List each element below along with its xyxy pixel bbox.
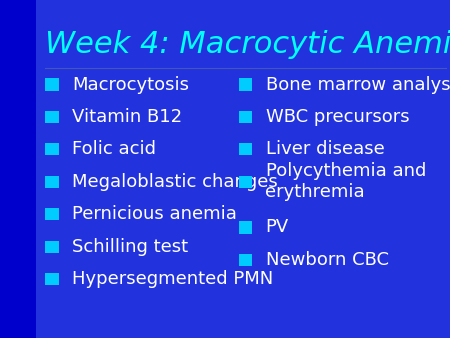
Text: PV: PV	[266, 218, 289, 237]
Bar	[238, 78, 252, 91]
Text: Newborn CBC: Newborn CBC	[266, 251, 388, 269]
Bar	[238, 111, 252, 123]
Bar	[45, 111, 58, 123]
Text: Hypersegmented PMN: Hypersegmented PMN	[72, 270, 273, 288]
Bar	[45, 143, 58, 155]
Text: Schilling test: Schilling test	[72, 238, 188, 256]
Text: Bone marrow analysis: Bone marrow analysis	[266, 75, 450, 94]
Bar	[45, 273, 58, 285]
Bar	[238, 143, 252, 155]
Bar	[45, 78, 58, 91]
Bar	[45, 241, 58, 253]
Text: Megaloblastic changes: Megaloblastic changes	[72, 173, 278, 191]
Text: Liver disease: Liver disease	[266, 140, 384, 159]
Text: Folic acid: Folic acid	[72, 140, 156, 159]
Text: WBC precursors: WBC precursors	[266, 108, 409, 126]
Text: Week 4: Macrocytic Anemia: Week 4: Macrocytic Anemia	[45, 30, 450, 59]
Bar	[238, 176, 252, 188]
Text: Polycythemia and
erythremia: Polycythemia and erythremia	[266, 163, 426, 201]
Text: Vitamin B12: Vitamin B12	[72, 108, 182, 126]
Bar	[45, 208, 58, 220]
Text: Macrocytosis: Macrocytosis	[72, 75, 189, 94]
Bar	[238, 221, 252, 234]
Text: Pernicious anemia: Pernicious anemia	[72, 205, 237, 223]
Bar	[45, 176, 58, 188]
Bar	[238, 254, 252, 266]
